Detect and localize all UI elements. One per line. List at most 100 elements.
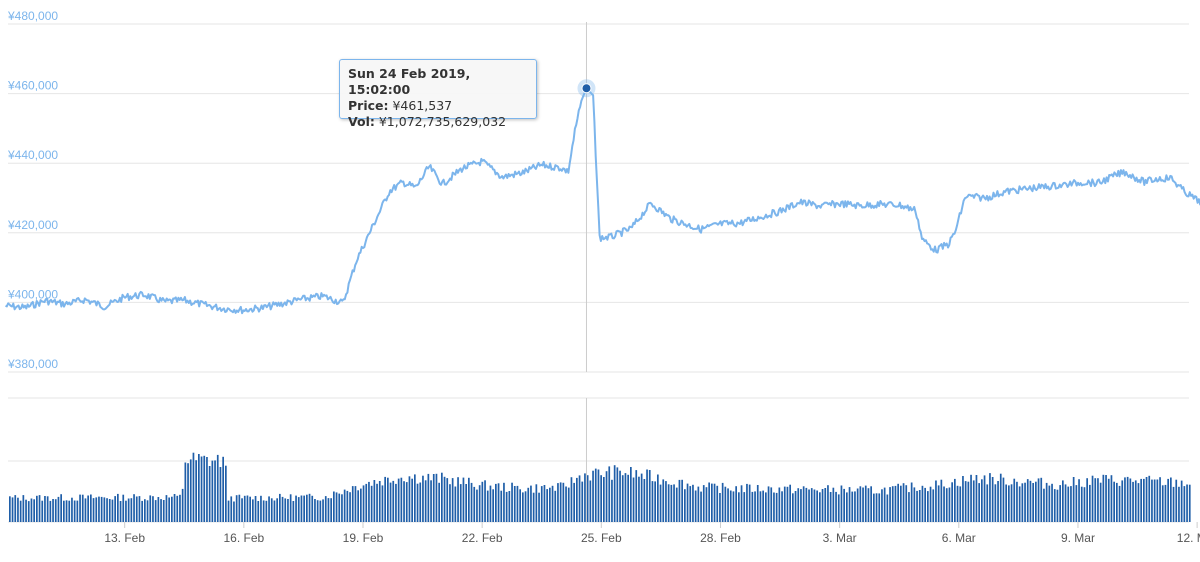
volume-bar bbox=[330, 498, 332, 522]
marker-point[interactable] bbox=[581, 83, 592, 94]
volume-bar bbox=[891, 486, 894, 522]
volume-bar bbox=[711, 483, 713, 522]
volume-bar bbox=[500, 490, 503, 522]
volume-bar bbox=[430, 480, 432, 522]
volume-bar bbox=[773, 492, 775, 522]
price-series bbox=[5, 87, 1200, 315]
volume-bar bbox=[648, 470, 651, 522]
volume-bar bbox=[73, 500, 76, 522]
volume-bar bbox=[468, 477, 470, 522]
volume-bar bbox=[951, 482, 953, 522]
volume-bar bbox=[125, 500, 127, 522]
volume-bar bbox=[1110, 475, 1113, 522]
volume-bar bbox=[808, 489, 810, 522]
volume-bar bbox=[327, 498, 330, 522]
volume-bar bbox=[76, 500, 79, 522]
volume-bar bbox=[1145, 477, 1148, 522]
volume-bar bbox=[740, 485, 743, 522]
volume-bar bbox=[916, 490, 918, 522]
volume-bar bbox=[578, 475, 581, 522]
volume-bar bbox=[762, 490, 764, 522]
volume-bar bbox=[470, 482, 473, 522]
volume-bar bbox=[981, 479, 983, 522]
volume-bar bbox=[146, 500, 149, 522]
volume-bar bbox=[1070, 486, 1072, 522]
volume-bar bbox=[824, 488, 827, 522]
volume-bar bbox=[306, 494, 308, 522]
volume-bar bbox=[1040, 477, 1043, 522]
volume-bar bbox=[1161, 485, 1164, 522]
volume-bar bbox=[913, 487, 916, 522]
volume-bar bbox=[235, 495, 238, 522]
volume-bar bbox=[138, 496, 141, 522]
volume-bar bbox=[1188, 484, 1191, 522]
volume-bar bbox=[638, 476, 640, 522]
volume-bar bbox=[702, 485, 705, 522]
y-tick-label: ¥400,000 bbox=[7, 287, 58, 301]
volume-bar bbox=[786, 486, 789, 522]
volume-bar bbox=[378, 481, 381, 522]
volume-bar bbox=[1045, 482, 1048, 522]
volume-bar bbox=[619, 470, 621, 522]
volume-bar bbox=[956, 485, 959, 522]
x-tick-label: 22. Feb bbox=[462, 531, 503, 545]
volume-bar bbox=[346, 490, 349, 522]
volume-bar bbox=[835, 491, 837, 522]
volume-bar bbox=[133, 494, 135, 522]
volume-bar bbox=[297, 497, 300, 522]
volume-bar bbox=[713, 483, 716, 522]
volume-bar bbox=[341, 494, 343, 522]
volume-bar bbox=[819, 492, 821, 522]
volume-bar bbox=[1134, 480, 1137, 522]
volume-bar bbox=[640, 473, 643, 522]
volume-bar bbox=[1153, 479, 1156, 522]
volume-bar bbox=[198, 454, 200, 522]
volume-bar bbox=[1037, 478, 1040, 522]
volume-bar bbox=[427, 473, 430, 522]
volume-bar bbox=[389, 482, 392, 522]
volume-bar bbox=[673, 484, 675, 522]
volume-bar bbox=[616, 467, 619, 522]
volume-bar bbox=[937, 485, 940, 522]
volume-bar bbox=[238, 494, 241, 522]
volume-bar bbox=[1083, 487, 1086, 522]
volume-bar bbox=[384, 476, 386, 522]
volume-bar bbox=[549, 487, 551, 522]
volume-bar bbox=[522, 492, 524, 522]
volume-bar bbox=[724, 486, 727, 522]
highlight-marker bbox=[577, 79, 596, 98]
volume-bar bbox=[856, 488, 859, 522]
volume-bar bbox=[333, 491, 335, 522]
volume-bar bbox=[1167, 478, 1169, 522]
volume-bar bbox=[243, 495, 246, 522]
volume-bar bbox=[748, 484, 751, 522]
volume-bar bbox=[605, 471, 608, 522]
volume-bar bbox=[546, 489, 548, 522]
volume-bar bbox=[978, 483, 980, 522]
volume-bar bbox=[873, 493, 875, 522]
volume-bar bbox=[559, 482, 562, 522]
volume-bar bbox=[630, 467, 632, 522]
volume-bar bbox=[1043, 488, 1045, 522]
volume-bar bbox=[1062, 480, 1064, 522]
volume-bar bbox=[144, 499, 146, 522]
x-tick-label: 16. Feb bbox=[223, 531, 264, 545]
volume-bar bbox=[854, 491, 856, 522]
volume-bar bbox=[181, 488, 184, 522]
volume-bar bbox=[792, 493, 794, 522]
volume-bar bbox=[408, 476, 411, 522]
volume-bar bbox=[44, 496, 46, 522]
volume-bar bbox=[1126, 476, 1129, 522]
volume-bar bbox=[991, 477, 994, 522]
volume-bar bbox=[189, 459, 192, 522]
volume-bar bbox=[540, 486, 543, 522]
x-tick-label: 12. Mar bbox=[1177, 531, 1200, 545]
y-tick-label: ¥380,000 bbox=[7, 357, 58, 371]
volume-bars bbox=[9, 452, 1191, 522]
volume-bar bbox=[36, 495, 38, 522]
volume-bar bbox=[1029, 480, 1032, 522]
volume-bar bbox=[1075, 485, 1078, 522]
volume-bar bbox=[754, 491, 756, 522]
volume-bar bbox=[940, 479, 943, 522]
